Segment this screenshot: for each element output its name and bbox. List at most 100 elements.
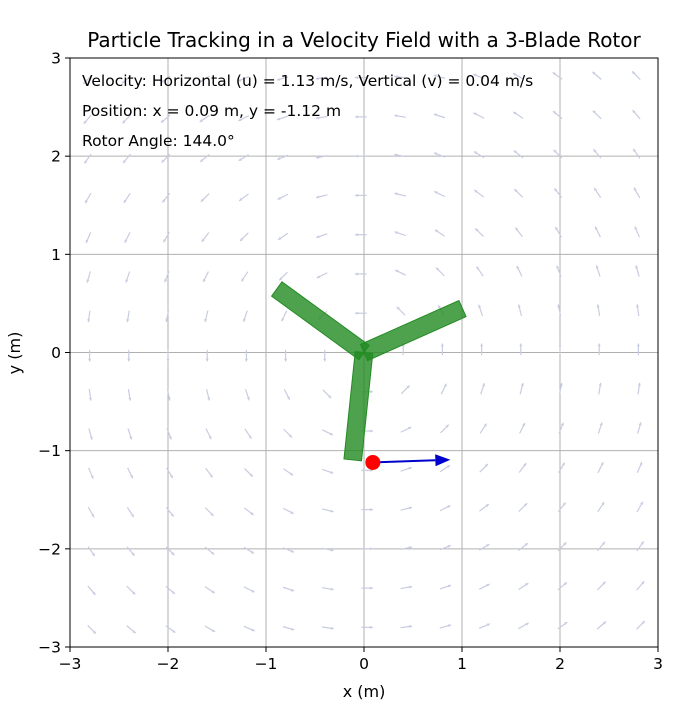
field-arrow-103 [315,115,328,120]
field-arrow-106 [361,586,373,590]
field-arrow-197 [597,541,606,552]
field-arrow-29 [121,75,132,84]
field-arrow-1 [87,585,96,596]
field-arrow-9 [86,271,91,283]
field-arrow-52 [205,349,209,362]
field-arrow-70 [239,232,249,242]
field-arrow-163 [473,112,485,119]
field-arrow-108 [361,508,373,512]
field-arrow-139 [439,464,451,473]
field-arrow-105 [361,625,373,629]
x-tick-label-5: 2 [555,655,565,673]
field-arrow-165 [518,622,529,630]
field-arrow-164 [473,73,485,80]
field-arrow-160 [474,227,484,238]
field-arrow-45 [204,625,216,633]
field-arrow-200 [597,422,603,434]
field-arrow-10 [85,231,92,244]
field-arrow-21 [127,389,132,401]
field-arrow-107 [361,547,373,551]
field-arrow-172 [519,343,523,356]
rotor [270,281,467,462]
field-arrow-37 [166,349,170,362]
field-arrow-216 [637,382,641,395]
field-arrow-223 [632,109,641,120]
field-arrow-201 [598,382,602,395]
field-arrow-67 [244,349,248,362]
field-arrow-63 [243,507,254,516]
field-arrow-79 [283,468,294,476]
field-arrow-138 [439,505,451,512]
field-arrow-125 [400,426,412,433]
position-annotation: Position: x = 0.09 m, y = -1.12 m [82,102,341,120]
field-arrow-195 [596,621,607,630]
field-arrow-75 [282,626,295,631]
field-arrow-13 [83,114,92,125]
field-arrow-60 [243,625,255,632]
y-tick-label-1: −2 [38,540,61,558]
field-arrow-68 [242,310,248,322]
axis-ticks: −3 −2 −1 0 1 2 3 −3 −2 −1 0 1 2 3 [38,50,663,674]
field-arrow-44 [160,75,171,84]
field-arrow-199 [597,461,604,473]
field-arrow-87 [277,154,289,161]
field-arrow-36 [166,389,171,401]
field-arrow-77 [282,547,295,553]
velocity-arrow [372,454,451,467]
field-arrow-144 [435,267,445,277]
field-arrow-166 [518,582,529,591]
field-arrow-24 [125,271,131,283]
field-arrow-153 [479,503,490,512]
field-arrow-121 [400,585,413,590]
field-arrow-40 [162,232,170,243]
field-arrow-169 [518,462,527,473]
field-arrow-19 [127,467,134,479]
field-arrow-116 [355,193,367,197]
field-arrow-149 [433,74,446,79]
field-arrow-51 [205,389,211,401]
field-arrow-83 [281,310,288,322]
field-arrow-208 [592,110,602,120]
field-arrow-131 [394,192,406,197]
field-arrow-207 [592,148,602,159]
x-tick-label-6: 3 [653,655,663,673]
x-tick-label-2: −1 [255,655,278,673]
field-arrow-48 [204,507,214,517]
field-arrow-117 [355,154,367,158]
field-arrow-142 [440,343,444,356]
field-arrow-218 [636,304,640,316]
field-arrow-17 [126,546,136,557]
field-arrow-61 [243,586,255,593]
field-arrow-128 [396,306,406,316]
field-arrow-69 [240,271,249,282]
field-arrow-193 [552,110,563,120]
field-arrow-84 [278,271,288,281]
field-arrow-0 [87,625,97,635]
field-arrow-186 [558,382,563,395]
field-arrow-88 [276,115,289,121]
field-arrow-141 [440,383,447,395]
field-arrow-192 [553,149,563,159]
field-arrow-224 [631,70,641,80]
field-arrow-31 [165,585,176,595]
field-arrow-55 [201,232,210,243]
field-arrow-180 [557,621,568,630]
field-arrow-95 [322,429,334,436]
field-arrow-188 [557,304,562,316]
field-arrow-184 [558,462,566,473]
field-arrow-12 [83,153,92,164]
field-arrow-118 [355,115,367,119]
field-arrow-206 [593,187,602,199]
field-arrow-140 [440,424,450,434]
field-arrow-73 [238,115,250,122]
field-arrow-78 [282,507,294,515]
field-arrow-209 [591,71,602,80]
field-arrow-146 [434,190,446,198]
field-arrow-26 [123,192,131,204]
field-arrow-159 [476,266,484,277]
field-arrow-8 [87,310,91,323]
field-arrow-35 [166,428,172,440]
field-arrow-59 [199,75,210,83]
